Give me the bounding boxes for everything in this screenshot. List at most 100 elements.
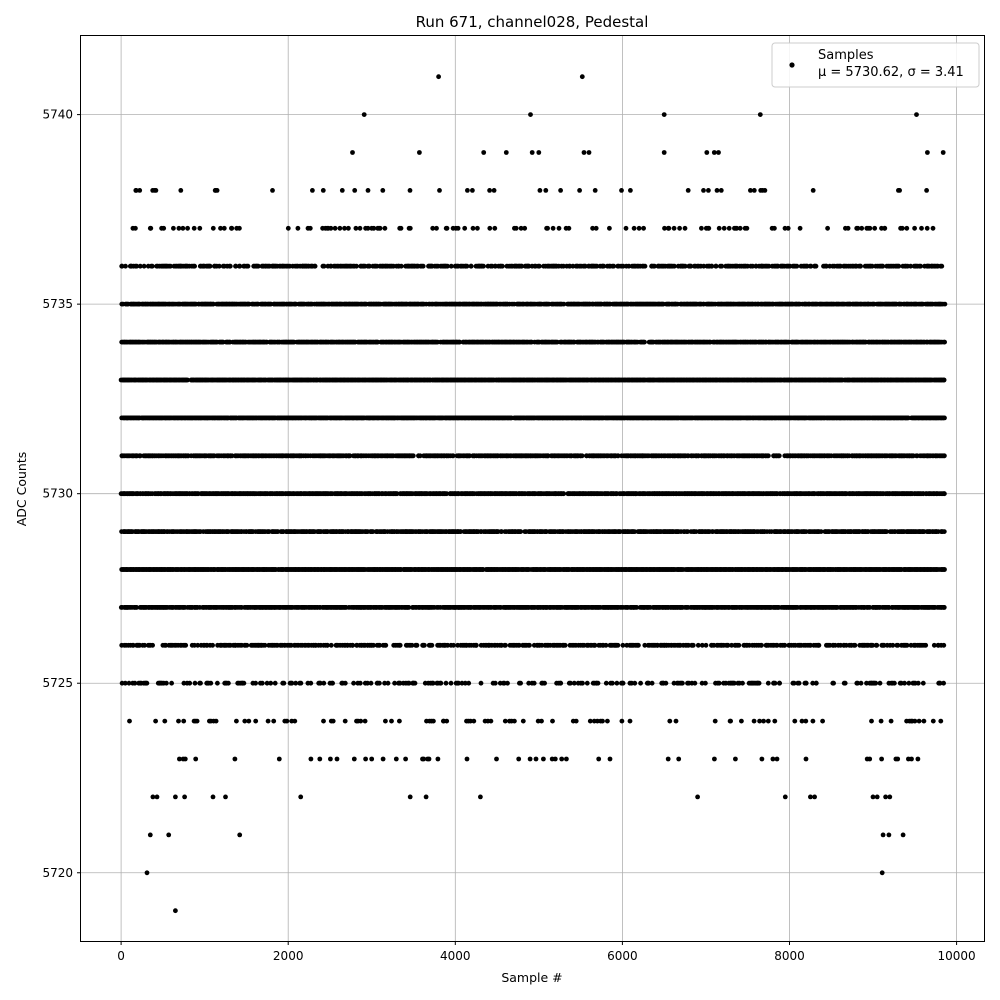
data-point <box>580 680 585 686</box>
data-point <box>725 642 731 648</box>
data-point <box>595 680 601 686</box>
data-point <box>281 680 287 686</box>
data-point <box>610 680 615 686</box>
data-point <box>330 718 336 724</box>
data-point <box>451 642 456 648</box>
data-point <box>810 680 816 686</box>
data-point <box>765 680 771 686</box>
data-point <box>858 680 864 686</box>
data-point <box>369 756 375 762</box>
data-point <box>466 680 472 686</box>
data-point <box>317 680 323 686</box>
data-point <box>421 756 426 762</box>
data-point <box>552 756 558 762</box>
data-point <box>122 680 128 686</box>
data-point <box>695 642 701 648</box>
data-point <box>692 680 698 686</box>
data-point <box>818 529 824 534</box>
data-point <box>438 680 444 686</box>
data-point <box>292 718 298 724</box>
data-point <box>558 680 564 686</box>
data-point <box>739 718 744 724</box>
data-point <box>265 718 271 724</box>
data-point <box>842 680 848 686</box>
data-point <box>363 756 368 762</box>
data-point <box>317 756 323 762</box>
data-point <box>759 756 765 762</box>
data-points <box>118 74 948 914</box>
data-point <box>915 756 921 762</box>
data-point <box>246 718 252 724</box>
data-point <box>383 642 389 648</box>
data-point <box>194 718 200 724</box>
data-point <box>728 718 733 724</box>
data-point <box>902 680 907 686</box>
data-point <box>930 718 936 724</box>
data-point <box>614 680 620 686</box>
data-point <box>792 718 798 724</box>
data-point <box>607 756 613 762</box>
data-point <box>620 680 626 686</box>
data-point <box>890 642 896 648</box>
data-point <box>181 718 187 724</box>
data-point <box>494 756 499 762</box>
data-point <box>397 642 403 648</box>
data-point <box>895 642 901 648</box>
data-point <box>334 756 340 762</box>
data-point <box>412 680 418 686</box>
data-point <box>776 453 782 459</box>
data-point <box>892 680 897 686</box>
data-point <box>638 680 643 686</box>
data-point <box>198 680 203 686</box>
data-point <box>293 680 299 686</box>
data-point <box>712 718 718 724</box>
data-point <box>564 756 569 762</box>
data-point <box>488 718 494 724</box>
data-point <box>409 642 415 648</box>
data-point <box>262 642 268 648</box>
data-point <box>518 529 524 534</box>
data-point <box>385 680 391 686</box>
data-point <box>736 642 742 648</box>
data-point <box>253 680 258 686</box>
data-point <box>371 642 376 648</box>
data-point <box>351 680 356 686</box>
data-point <box>193 756 199 762</box>
data-point <box>499 529 504 534</box>
data-point <box>559 756 565 762</box>
data-point <box>377 642 382 648</box>
data-point <box>308 680 314 686</box>
data-point <box>325 642 330 648</box>
data-point <box>435 756 441 762</box>
data-point <box>904 642 910 648</box>
data-point <box>941 529 947 534</box>
data-point <box>620 642 626 648</box>
data-point <box>667 718 673 724</box>
data-point <box>619 718 625 724</box>
data-point <box>541 756 546 762</box>
data-point <box>208 680 214 686</box>
data-point <box>867 605 873 610</box>
data-point <box>632 529 638 534</box>
chart-title: Run 671, channel028, Pedestal <box>416 13 649 31</box>
data-point <box>272 680 278 686</box>
data-point <box>535 718 541 724</box>
data-point <box>873 680 879 686</box>
data-point <box>766 453 771 459</box>
data-point <box>526 680 532 686</box>
data-point <box>690 642 696 648</box>
data-point <box>632 680 638 686</box>
data-point <box>342 680 348 686</box>
data-point <box>242 718 248 724</box>
data-point <box>596 756 602 762</box>
data-point <box>177 756 182 762</box>
data-point <box>448 680 454 686</box>
data-point <box>810 718 816 724</box>
data-point <box>852 642 858 648</box>
data-point <box>164 680 169 686</box>
data-point <box>362 718 368 724</box>
data-point <box>153 718 159 724</box>
data-point <box>642 642 648 648</box>
data-point <box>183 642 189 648</box>
data-point <box>468 718 473 724</box>
